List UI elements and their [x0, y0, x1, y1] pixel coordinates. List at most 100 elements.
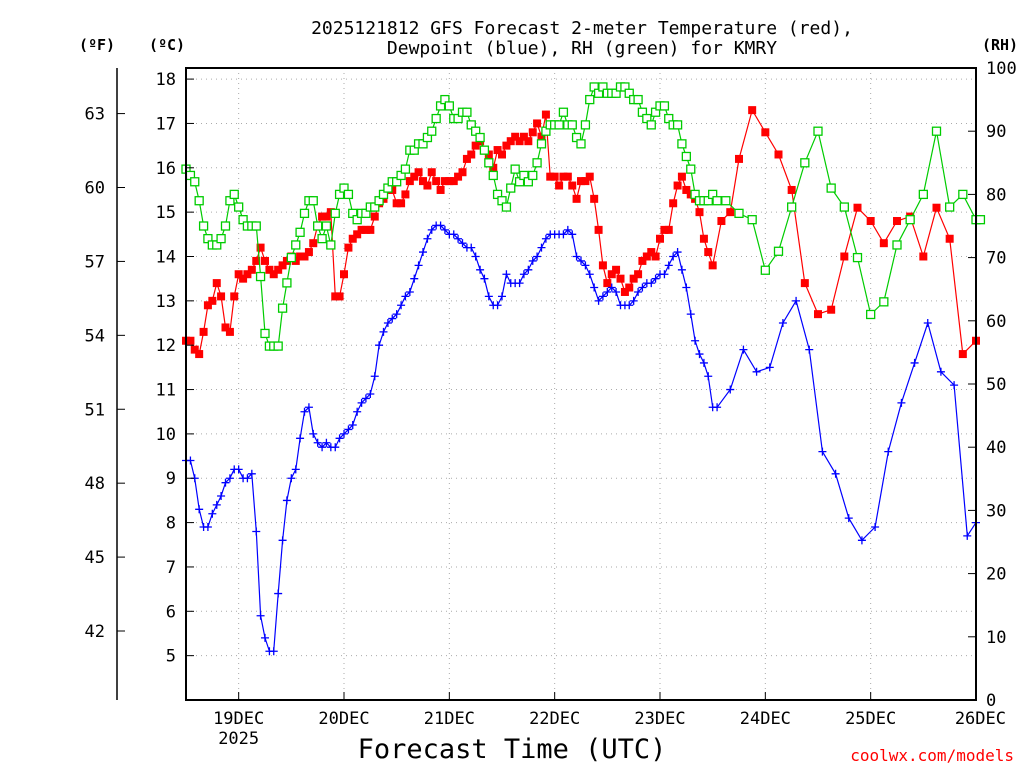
rh-point: [686, 164, 696, 174]
x-tick-label: 23DEC: [634, 709, 685, 729]
temperature-point: [252, 256, 261, 265]
x-tick-label: 21DEC: [424, 709, 475, 729]
source-credit: coolwx.com/models: [850, 746, 1014, 765]
rh-point: [427, 126, 437, 136]
x-tick-label: 19DEC: [213, 709, 264, 729]
temperature-point: [392, 199, 401, 208]
dewpoint-point: [910, 358, 919, 367]
temperature-point: [467, 150, 476, 159]
rh-point: [330, 208, 340, 219]
temperature-point: [660, 225, 669, 234]
x-tick-label: 24DEC: [740, 709, 791, 729]
temperature-point: [489, 163, 498, 172]
dewpoint-point: [313, 438, 322, 447]
dewpoint-point: [936, 367, 945, 376]
temperature-point: [642, 252, 651, 261]
dewpoint-point: [686, 310, 695, 319]
celsius-tick-label: 18: [156, 70, 176, 90]
rh-point: [813, 126, 823, 136]
temperature-point: [445, 177, 454, 186]
rh-point: [190, 177, 200, 187]
rh-point: [773, 246, 784, 256]
rh-point: [826, 183, 836, 193]
temperature-point: [568, 181, 577, 190]
dewpoint-point: [950, 381, 959, 390]
temperature-point: [533, 119, 542, 128]
series-rh: [181, 82, 986, 351]
temperature-point: [243, 270, 252, 279]
temperature-point: [502, 141, 511, 150]
temperature-point: [726, 208, 735, 217]
dewpoint-point: [673, 248, 682, 257]
temperature-point: [361, 225, 370, 234]
dewpoint-point: [419, 248, 427, 257]
dewpoint-point: [335, 434, 344, 443]
dewpoint-point: [353, 407, 362, 416]
dewpoint-point: [252, 527, 261, 536]
dewpoint-point: [208, 509, 217, 518]
temperature-point: [704, 248, 713, 257]
temperature-point: [427, 168, 436, 177]
dewpoint-point: [436, 221, 445, 230]
dewpoint-point: [963, 531, 972, 540]
rh-point: [760, 265, 770, 275]
dewpoint-point: [414, 261, 423, 270]
temperature-point: [225, 327, 234, 336]
temperature-point: [212, 279, 221, 288]
temperature-point: [958, 350, 967, 359]
rh-point: [958, 189, 968, 200]
temperature-point: [528, 128, 537, 137]
dewpoint-point: [410, 274, 419, 283]
dewpoint-point: [357, 398, 366, 407]
dewpoint-point: [234, 465, 243, 474]
rh-point: [554, 120, 564, 130]
temperature-point: [866, 217, 875, 226]
dewpoint-point: [699, 358, 708, 367]
temperature-point: [340, 270, 348, 279]
rh-point: [528, 170, 538, 181]
temperature-point: [559, 172, 568, 181]
temperature-point: [853, 203, 862, 212]
temperature-point: [186, 336, 195, 345]
dewpoint-point: [370, 372, 379, 381]
temperature-point: [419, 177, 427, 186]
dewpoint-point: [739, 345, 748, 354]
dewpoint-point: [217, 491, 226, 500]
dewpoint-point: [366, 389, 375, 398]
dewpoint-point: [541, 234, 550, 243]
celsius-tick-label: 11: [156, 381, 176, 401]
celsius-tick-label: 14: [156, 247, 176, 267]
temperature-point: [322, 212, 331, 221]
dewpoint-point: [375, 341, 384, 350]
dewpoint-point: [713, 403, 722, 412]
celsius-tick-label: 16: [156, 159, 176, 179]
left-axis-unit-celsius: (ºC): [149, 36, 185, 54]
rh-point: [975, 215, 986, 225]
dewpoint-point: [638, 283, 647, 292]
dewpoint-point: [392, 310, 401, 319]
dewpoint-point: [607, 283, 616, 292]
temperature-point: [708, 261, 717, 270]
dewpoint-point: [186, 456, 195, 465]
temperature-point: [331, 292, 340, 301]
temperature-point: [638, 256, 647, 265]
temperature-point: [572, 194, 581, 203]
rh-tick-label: 90: [986, 122, 1006, 142]
rh-point: [313, 221, 323, 231]
temperature-point: [656, 234, 664, 243]
dewpoint-point: [282, 496, 291, 505]
rh-point: [734, 208, 744, 219]
dewpoint-point: [818, 447, 827, 456]
temperature-point: [603, 279, 612, 288]
dewpoint-point: [612, 287, 621, 296]
rh-point: [479, 145, 490, 155]
temperature-point: [269, 270, 278, 279]
rh-point: [299, 208, 310, 219]
temperature-point: [673, 181, 682, 190]
temperature-point: [879, 239, 888, 248]
rh-point: [839, 202, 849, 212]
dewpoint-point: [458, 239, 467, 248]
temperature-point: [309, 239, 318, 248]
temperature-point: [498, 150, 506, 159]
